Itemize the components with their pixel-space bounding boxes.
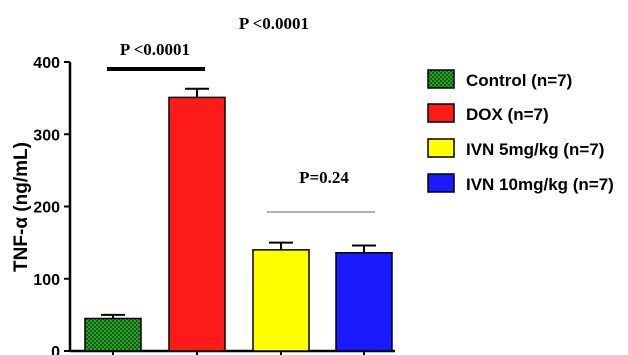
bar-2 <box>252 249 310 352</box>
y-tick-label: 400 <box>33 55 60 72</box>
legend-swatch <box>427 138 455 158</box>
legend-label: Control (n=7) <box>466 71 572 90</box>
bars <box>84 96 393 352</box>
legend-label: DOX (n=7) <box>466 105 549 124</box>
y-tick-label: 100 <box>33 272 60 289</box>
legend-swatch <box>427 69 455 89</box>
ivn-comparison-p-value: P=0.24 <box>299 168 349 187</box>
y-tick-label: 300 <box>33 127 60 144</box>
y-axis-label: TNF-α (ng/mL) <box>11 142 32 272</box>
legend: Control (n=7) DOX (n=7) IVN 5mg/kg (n=7) IV… <box>427 69 614 194</box>
bar-3 <box>335 251 393 352</box>
y-tick-label: 0 <box>51 344 60 355</box>
legend-swatch <box>427 103 455 123</box>
bar-1 <box>168 96 226 352</box>
legend-label: IVN 5mg/kg (n=7) <box>466 140 604 159</box>
control-dox-p-value: P <0.0001 <box>120 40 190 59</box>
bar-0 <box>84 317 142 352</box>
legend-swatch <box>427 173 455 193</box>
y-ticks: 0 100 200 300 400 <box>33 55 70 355</box>
y-tick-label: 200 <box>33 200 60 217</box>
x-ticks <box>112 351 365 355</box>
error-bars <box>101 87 376 319</box>
legend-label: IVN 10mg/kg (n=7) <box>466 175 614 194</box>
overall-p-value: P <0.0001 <box>239 14 309 33</box>
